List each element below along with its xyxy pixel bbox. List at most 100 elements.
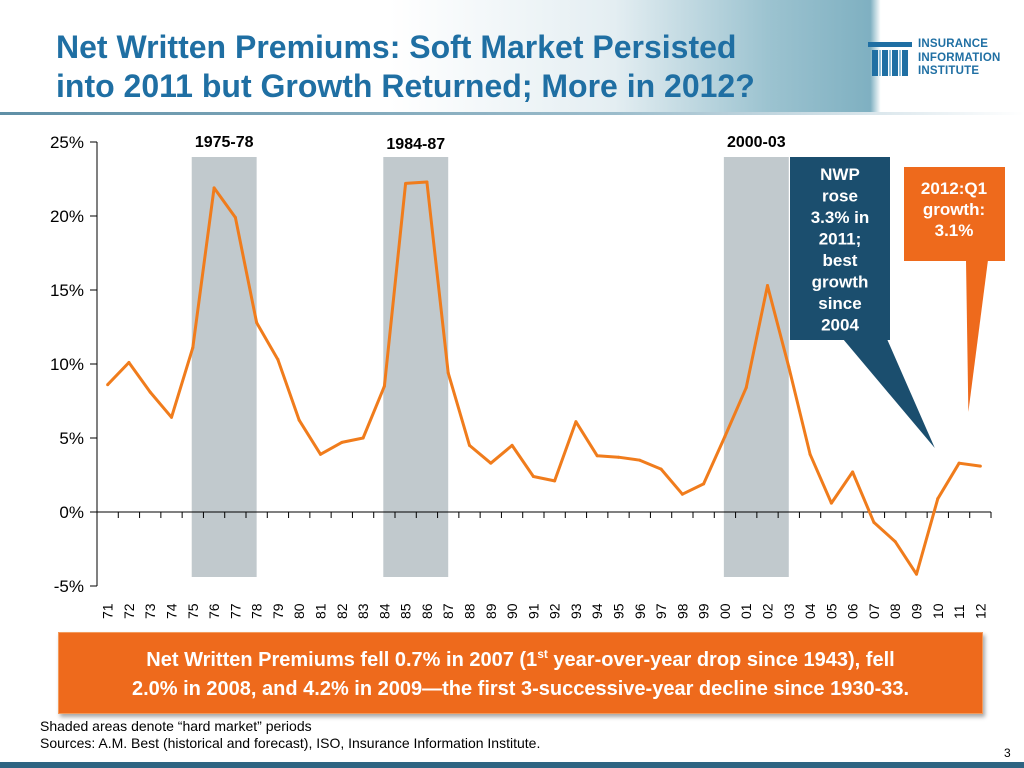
data-point-86 (425, 180, 429, 184)
x-tick-label: 85 (398, 603, 414, 619)
callout-line-2: 2.0% in 2008, and 4.2% in 2009—the first… (131, 678, 910, 700)
x-tick-label: 11 (951, 604, 967, 619)
y-tick-label: 5% (59, 429, 84, 448)
data-point-00 (723, 435, 727, 439)
x-tick-label: 95 (611, 603, 627, 619)
data-point-89 (489, 461, 493, 465)
data-point-72 (127, 361, 131, 365)
data-point-88 (468, 443, 471, 447)
data-point-96 (638, 458, 642, 462)
shaded-period-1975-78 (191, 157, 257, 577)
x-tick-label: 71 (100, 603, 116, 619)
x-tick-label: 99 (696, 603, 712, 619)
x-tick-label: 12 (972, 603, 988, 619)
x-tick-label: 73 (142, 603, 158, 619)
x-tick-label: 93 (568, 603, 584, 619)
callout-text-1: Net Written Premiums fell 0.7% in 2007 (… (146, 649, 538, 671)
data-point-71 (106, 383, 110, 387)
data-point-12 (978, 464, 982, 468)
x-tick-label: 89 (483, 603, 499, 619)
x-tick-label: 79 (270, 603, 286, 619)
data-point-78 (255, 321, 259, 325)
nwp-2011-callout-box (790, 157, 890, 340)
x-tick-label: 96 (632, 603, 648, 619)
x-tick-label: 97 (653, 603, 669, 619)
callout-text-2: year-over-year drop since 1943), fell (547, 649, 895, 671)
data-point-84 (382, 384, 386, 388)
header-band (0, 0, 1024, 112)
data-point-05 (829, 501, 833, 505)
x-tick-label: 81 (313, 603, 329, 619)
nwp-growth-chart: 1975-78 1984-87 2000-03 -5% 0% 5% 10% 15% 20% 25… (50, 133, 1005, 619)
data-point-97 (659, 467, 663, 471)
page-number: 3 (1004, 746, 1011, 760)
x-tick-label: 84 (376, 603, 392, 619)
x-tick-label: 08 (887, 603, 903, 619)
y-tick-label: 20% (50, 207, 84, 226)
x-tick-label: 02 (760, 603, 776, 619)
data-point-73 (148, 390, 152, 394)
x-tick-label: 75 (185, 603, 201, 619)
x-tick-label: 77 (227, 603, 243, 619)
x-tick-label: 83 (355, 603, 371, 619)
callout-line-1: Net Written Premiums fell 0.7% in 2007 (… (69, 646, 972, 675)
data-point-80 (297, 418, 301, 422)
iii-logo-text: INSURANCE INFORMATION INSTITUTE (918, 38, 1000, 79)
x-tick-label: 92 (547, 603, 563, 619)
q1-2012-callout-pointer (966, 260, 988, 412)
footnote: Shaded areas denote “hard market” period… (40, 718, 540, 752)
data-point-06 (851, 470, 855, 474)
x-tick-label: 06 (845, 603, 861, 619)
logo-line-2: INFORMATION (918, 51, 1001, 64)
data-point-98 (680, 492, 684, 496)
data-point-91 (531, 474, 535, 478)
nwp-2011-callout-text: rose (822, 187, 858, 206)
data-point-03 (787, 365, 791, 369)
nwp-2011-callout-text: NWP (820, 165, 860, 184)
callout-sup: st (537, 647, 548, 661)
x-tick-label: 04 (802, 603, 818, 619)
shaded-period-label-1984-87: 1984-87 (386, 136, 445, 153)
y-tick-label: 25% (50, 133, 84, 152)
data-point-99 (702, 482, 706, 486)
shaded-period-label-1975-78: 1975-78 (195, 134, 254, 151)
data-point-95 (617, 455, 620, 459)
header-divider (0, 112, 1024, 115)
data-point-02 (766, 284, 769, 288)
x-tick-label: 09 (909, 603, 925, 619)
data-point-82 (340, 440, 344, 444)
shaded-period-1984-87 (383, 157, 449, 577)
x-tick-label: 03 (781, 603, 797, 619)
y-tick-label: -5% (54, 577, 84, 596)
x-tick-label: 86 (419, 603, 435, 619)
nwp-2011-callout-text: 2011; (819, 230, 862, 249)
x-tick-label: 72 (121, 603, 137, 619)
data-point-85 (404, 181, 408, 185)
title-line-2: into 2011 but Growth Returned; More in 2… (56, 68, 755, 104)
shaded-period-label-2000-03: 2000-03 (727, 134, 786, 151)
data-point-83 (361, 436, 365, 440)
y-tick-label: 15% (50, 281, 84, 300)
data-point-79 (276, 358, 280, 362)
data-point-94 (595, 454, 599, 458)
footnote-shading: Shaded areas denote “hard market” period… (40, 718, 312, 734)
x-tick-label: 98 (674, 603, 690, 619)
iii-logo: INSURANCE INFORMATION INSTITUTE (866, 38, 1016, 80)
footer-bar (0, 762, 1024, 768)
slide-title: Net Written Premiums: Soft Market Persis… (56, 28, 856, 106)
data-point-75 (191, 346, 195, 350)
x-tick-label: 94 (589, 603, 605, 619)
q1-2012-callout-text: 3.1% (935, 221, 974, 240)
shaded-period-2000-03 (723, 157, 789, 577)
data-point-90 (510, 443, 514, 447)
x-tick-label: 91 (525, 603, 541, 619)
data-point-07 (872, 520, 876, 524)
x-tick-label: 10 (930, 603, 946, 619)
data-point-01 (744, 386, 748, 390)
x-tick-label: 00 (717, 603, 733, 619)
y-tick-label: 0% (59, 503, 84, 522)
logo-line-1: INSURANCE (918, 38, 989, 50)
nwp-decline-callout: Net Written Premiums fell 0.7% in 2007 (… (58, 632, 983, 714)
data-point-09 (915, 572, 918, 576)
data-point-04 (808, 452, 812, 456)
